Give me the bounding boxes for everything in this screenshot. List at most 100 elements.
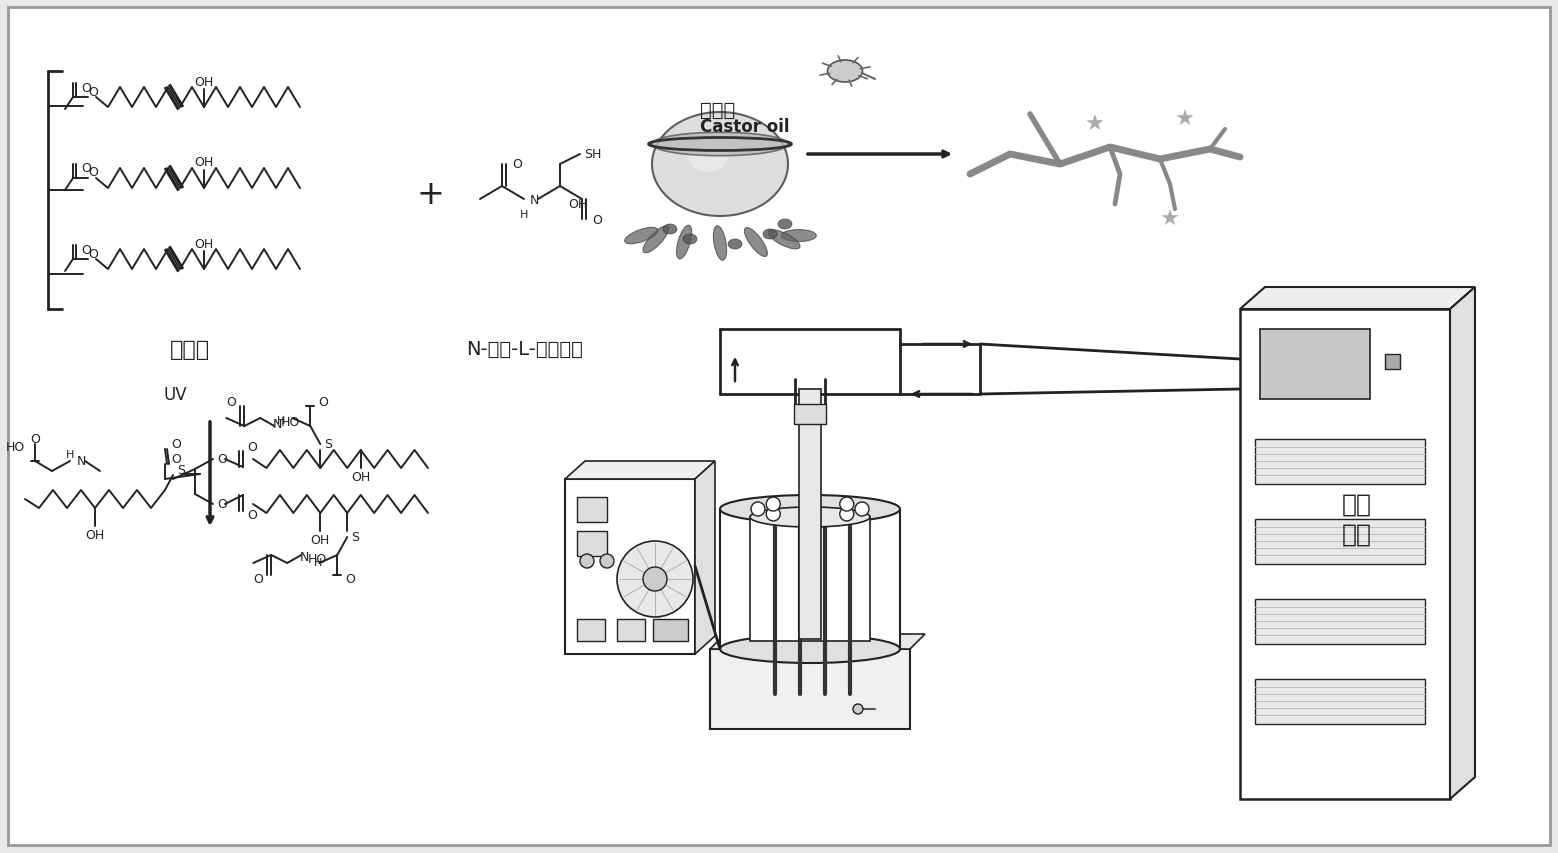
Text: ★: ★ — [1175, 110, 1195, 130]
Ellipse shape — [664, 224, 678, 235]
Text: S: S — [324, 438, 332, 451]
Bar — [576, 531, 608, 556]
Text: OH: OH — [195, 75, 213, 89]
Ellipse shape — [763, 229, 777, 240]
Text: O: O — [87, 166, 98, 179]
Ellipse shape — [720, 496, 901, 524]
Ellipse shape — [687, 142, 729, 172]
Bar — [799, 390, 821, 639]
Text: O: O — [171, 438, 181, 451]
Polygon shape — [1240, 287, 1475, 310]
Text: O: O — [346, 573, 355, 586]
Bar — [576, 497, 608, 522]
Text: O: O — [248, 509, 257, 522]
Circle shape — [802, 496, 816, 509]
Circle shape — [802, 509, 816, 524]
Ellipse shape — [749, 508, 869, 527]
Circle shape — [751, 502, 765, 516]
Circle shape — [580, 554, 594, 568]
Polygon shape — [1450, 287, 1475, 799]
Text: OH: OH — [195, 156, 213, 169]
Text: HO: HO — [6, 441, 25, 454]
Text: H: H — [315, 557, 323, 567]
Text: 冷却: 冷却 — [1341, 492, 1373, 516]
Text: ★: ★ — [1161, 210, 1179, 229]
Bar — [1256, 439, 1426, 485]
Circle shape — [840, 508, 854, 521]
Text: N-乙酰-L-半胱氨酸: N-乙酰-L-半胱氨酸 — [466, 339, 583, 358]
Text: 蓖麻油: 蓖麻油 — [170, 339, 210, 360]
Polygon shape — [695, 461, 715, 654]
Ellipse shape — [651, 133, 788, 156]
Circle shape — [643, 567, 667, 591]
Text: Castor oil: Castor oil — [700, 118, 790, 136]
Circle shape — [855, 502, 869, 516]
Bar — [720, 509, 901, 649]
Bar — [795, 404, 826, 425]
Ellipse shape — [651, 113, 788, 217]
Text: OH: OH — [310, 534, 330, 547]
Text: OH: OH — [351, 471, 371, 484]
Bar — [566, 479, 695, 654]
Text: O: O — [87, 247, 98, 260]
Bar — [1256, 519, 1426, 565]
Ellipse shape — [676, 226, 692, 259]
Circle shape — [767, 508, 781, 521]
Ellipse shape — [625, 228, 657, 245]
Text: OH: OH — [86, 529, 104, 542]
Text: O: O — [217, 453, 227, 466]
Ellipse shape — [827, 61, 863, 83]
Text: N: N — [299, 551, 308, 564]
Text: O: O — [248, 441, 257, 454]
Text: O: O — [513, 159, 522, 171]
Text: O: O — [171, 453, 181, 466]
Bar — [1256, 679, 1426, 724]
Text: S: S — [351, 531, 360, 544]
Bar — [749, 518, 869, 641]
Text: O: O — [254, 573, 263, 586]
Bar — [710, 649, 910, 729]
Polygon shape — [710, 635, 925, 649]
Text: HO: HO — [308, 553, 327, 566]
Ellipse shape — [777, 220, 791, 229]
Ellipse shape — [728, 240, 742, 250]
Text: O: O — [226, 396, 237, 409]
Ellipse shape — [682, 235, 696, 245]
Text: ★: ★ — [1084, 115, 1105, 135]
Ellipse shape — [714, 226, 726, 261]
Text: O: O — [318, 396, 329, 409]
Text: O: O — [81, 162, 90, 176]
Text: 装置: 装置 — [1341, 522, 1373, 547]
Text: OH: OH — [195, 237, 213, 250]
Polygon shape — [566, 461, 715, 479]
Text: N: N — [530, 194, 539, 206]
Text: O: O — [217, 498, 227, 511]
Text: H: H — [65, 450, 75, 460]
Circle shape — [617, 542, 693, 618]
Text: O: O — [87, 85, 98, 98]
Circle shape — [852, 705, 863, 714]
Ellipse shape — [745, 229, 768, 258]
Bar — [576, 619, 605, 641]
Text: H: H — [520, 210, 528, 220]
Text: O: O — [81, 243, 90, 256]
Text: S: S — [178, 464, 185, 477]
Ellipse shape — [720, 635, 901, 664]
Ellipse shape — [643, 227, 668, 253]
Ellipse shape — [781, 230, 816, 242]
Text: O: O — [81, 81, 90, 95]
Ellipse shape — [768, 230, 801, 250]
Bar — [1385, 355, 1401, 369]
Text: UV: UV — [164, 386, 187, 403]
Text: HO: HO — [280, 416, 301, 429]
Bar — [1240, 310, 1450, 799]
Text: +: + — [416, 178, 444, 212]
Bar — [617, 619, 645, 641]
Text: O: O — [30, 433, 41, 446]
Bar — [653, 619, 689, 641]
Text: H: H — [277, 415, 285, 426]
Bar — [1256, 600, 1426, 644]
Text: N: N — [273, 418, 282, 431]
Text: 蓖麻油: 蓖麻油 — [700, 101, 735, 119]
Bar — [1260, 329, 1369, 399]
